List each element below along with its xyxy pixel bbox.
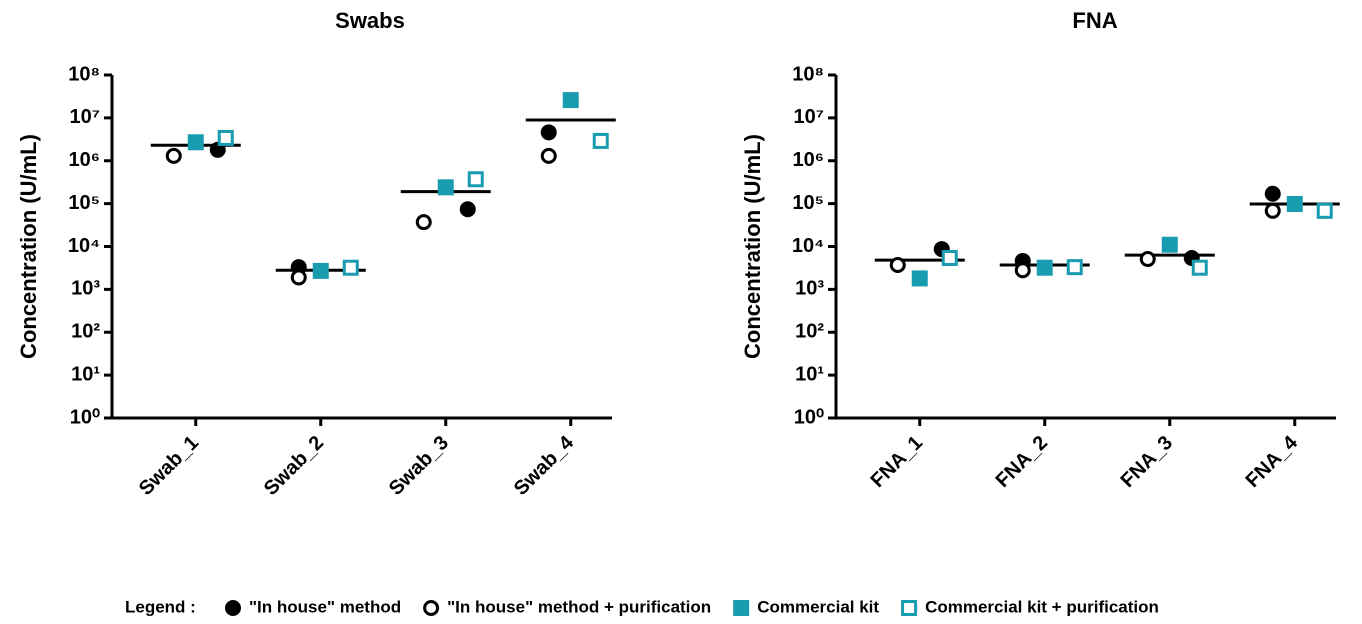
marker <box>540 124 557 141</box>
marker <box>165 147 182 164</box>
marker <box>733 600 750 616</box>
marker <box>1191 259 1208 276</box>
y-tick-label: 10⁸ <box>68 63 100 85</box>
marker <box>1066 259 1083 276</box>
legend-entry: Commercial kit + purification <box>925 597 1159 616</box>
marker <box>1264 185 1281 202</box>
y-tick-label: 10¹ <box>795 363 824 385</box>
marker <box>459 201 476 218</box>
marker <box>1139 251 1156 268</box>
y-tick-label: 10⁵ <box>68 192 100 214</box>
y-tick-label: 10² <box>71 321 100 343</box>
marker <box>901 600 918 616</box>
x-tick-label: Swab_1 <box>135 432 203 500</box>
marker <box>1286 196 1303 213</box>
y-tick-label: 10³ <box>71 278 100 300</box>
y-tick-label: 10⁰ <box>794 406 824 428</box>
legend-entry: "In house" method <box>249 597 401 616</box>
y-tick-label: 10⁶ <box>69 149 100 171</box>
marker <box>187 134 204 151</box>
marker <box>342 259 359 276</box>
legend-label: Legend : <box>125 597 196 616</box>
marker <box>540 147 557 164</box>
y-axis-label: Concentration (U/mL) <box>740 134 765 359</box>
marker <box>312 262 329 279</box>
y-tick-label: 10⁵ <box>792 192 824 214</box>
y-tick-label: 10⁶ <box>793 149 824 171</box>
chart-title: Swabs <box>335 8 405 33</box>
y-tick-label: 10² <box>795 321 824 343</box>
marker <box>467 171 484 188</box>
marker <box>423 600 440 616</box>
marker <box>562 92 579 109</box>
y-tick-label: 10⁸ <box>792 63 824 85</box>
marker <box>911 270 928 287</box>
y-axis-label: Concentration (U/mL) <box>16 134 41 359</box>
marker <box>437 179 454 196</box>
x-tick-label: FNA_2 <box>992 432 1052 492</box>
marker <box>1316 202 1333 219</box>
y-tick-label: 10⁴ <box>68 235 100 257</box>
marker <box>1014 262 1031 279</box>
legend-entry: "In house" method + purification <box>447 597 711 616</box>
y-tick-label: 10⁴ <box>792 235 824 257</box>
marker <box>217 129 234 146</box>
marker <box>415 214 432 231</box>
x-tick-label: Swab_4 <box>510 431 579 500</box>
marker <box>225 600 241 616</box>
y-tick-label: 10⁷ <box>70 106 101 128</box>
marker <box>1264 202 1281 219</box>
marker <box>290 269 307 286</box>
y-tick-label: 10³ <box>795 278 824 300</box>
marker <box>889 257 906 274</box>
marker <box>592 132 609 149</box>
marker <box>1036 259 1053 276</box>
marker <box>1161 236 1178 253</box>
x-tick-label: FNA_4 <box>1242 431 1303 492</box>
y-tick-label: 10¹ <box>71 363 100 385</box>
y-tick-label: 10⁰ <box>70 406 100 428</box>
x-tick-label: FNA_1 <box>867 432 927 492</box>
x-tick-label: FNA_3 <box>1117 432 1177 492</box>
chart-title: FNA <box>1072 8 1117 33</box>
x-tick-label: Swab_2 <box>260 432 328 500</box>
marker <box>941 249 958 266</box>
x-tick-label: Swab_3 <box>385 432 453 500</box>
legend-entry: Commercial kit <box>757 597 879 616</box>
y-tick-label: 10⁷ <box>794 106 825 128</box>
